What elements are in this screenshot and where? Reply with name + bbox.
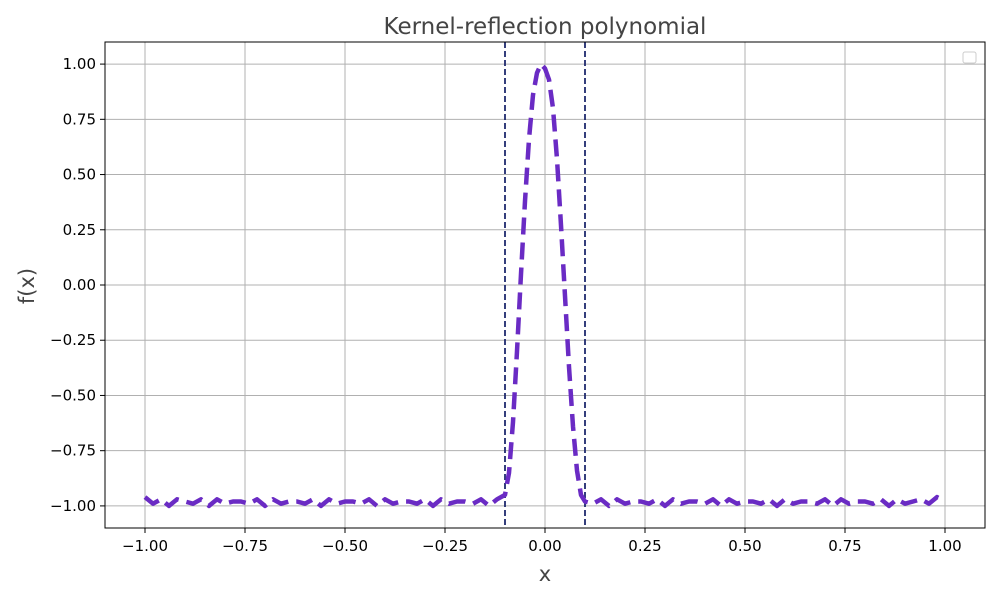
y-tick-label: 0.50 <box>63 166 96 184</box>
x-tick-label: 1.00 <box>928 537 961 555</box>
grid <box>105 42 985 528</box>
y-tick-label: −0.75 <box>50 442 96 460</box>
reference-lines <box>504 42 586 528</box>
y-tick-label: −0.25 <box>50 331 96 349</box>
y-tick-label: 1.00 <box>63 55 96 73</box>
x-tick-label: −1.00 <box>122 537 168 555</box>
chart-title: Kernel-reflection polynomial <box>384 14 707 40</box>
series-layer <box>143 61 947 509</box>
series-line <box>143 61 947 509</box>
ticks: −1.00 −0.75 −0.50 −0.25 0.00 0.25 0.50 0.75 1.00… <box>50 55 962 555</box>
plot-frame <box>104 41 986 529</box>
x-tick-label: 0.75 <box>828 537 861 555</box>
x-tick-label: −0.25 <box>422 537 468 555</box>
x-tick-label: 0.00 <box>528 537 561 555</box>
x-axis-label: x <box>539 562 551 586</box>
y-tick-label: 0.00 <box>63 276 96 294</box>
x-tick-label: −0.75 <box>222 537 268 555</box>
legend-box <box>962 51 977 64</box>
y-tick-label: 0.25 <box>63 221 96 239</box>
y-tick-label: −0.50 <box>50 386 96 404</box>
y-tick-label: −1.00 <box>50 497 96 515</box>
y-axis-label: f(x) <box>15 268 39 304</box>
y-tick-label: 0.75 <box>63 110 96 128</box>
x-tick-label: −0.50 <box>322 537 368 555</box>
x-tick-label: 0.25 <box>628 537 661 555</box>
x-tick-label: 0.50 <box>728 537 761 555</box>
